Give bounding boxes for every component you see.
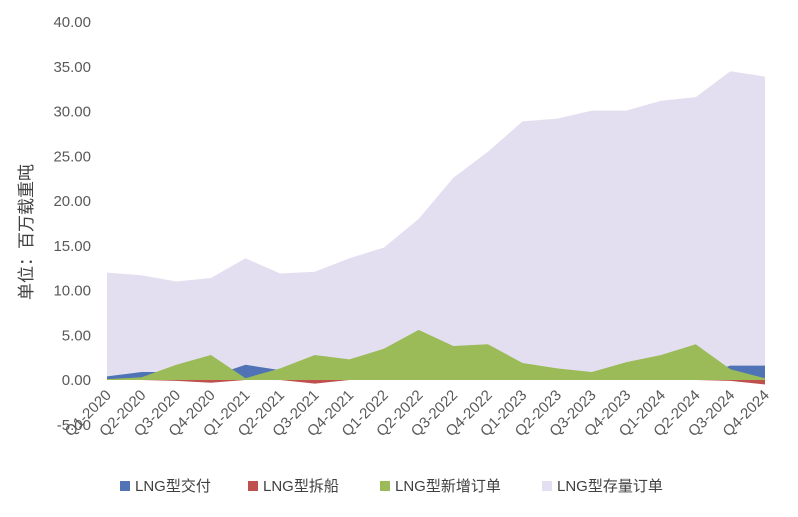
x-axis-ticks: Q1-2020Q2-2020Q3-2020Q4-2020Q1-2021Q2-20…: [62, 387, 773, 440]
y-tick-label-1: 0.00: [62, 372, 91, 389]
plot-areas: [107, 71, 765, 385]
area-series-3: [107, 329, 765, 380]
legend-swatch-3: [542, 481, 552, 491]
legend: LNG型交付 LNG型拆船 LNG型新增订单 LNG型存量订单: [120, 477, 663, 495]
y-tick-label-0: -5.00: [57, 417, 91, 434]
y-tick-label-6: 25.00: [53, 148, 91, 165]
legend-item-0: LNG型交付: [120, 477, 211, 495]
y-axis-label: 单位：百万载重吨: [17, 164, 37, 300]
y-tick-label-9: 40.00: [53, 14, 91, 31]
legend-swatch-2: [380, 481, 390, 491]
y-tick-label-4: 15.00: [53, 238, 91, 255]
legend-item-2: LNG型新增订单: [380, 478, 501, 495]
y-axis-ticks: -5.00 0.00 5.00 10.00 15.00 20.00 25.00 30.00 35…: [53, 14, 91, 434]
area-series-2: [107, 380, 765, 385]
y-tick-label-7: 30.00: [53, 104, 91, 121]
legend-item-1: LNG型拆船: [248, 478, 339, 495]
legend-label-1: LNG型拆船: [263, 478, 339, 495]
y-tick-label-8: 35.00: [53, 59, 91, 76]
legend-label-2: LNG型新增订单: [395, 478, 501, 495]
y-tick-label-2: 5.00: [62, 327, 91, 344]
y-tick-label-3: 10.00: [53, 283, 91, 300]
area-series-0: [107, 71, 765, 380]
legend-label-3: LNG型存量订单: [557, 478, 663, 495]
legend-swatch-1: [248, 481, 258, 491]
legend-swatch-0: [120, 481, 130, 491]
legend-label-0: LNG型交付: [135, 477, 211, 495]
y-tick-label-5: 20.00: [53, 193, 91, 210]
legend-item-3: LNG型存量订单: [542, 478, 663, 495]
